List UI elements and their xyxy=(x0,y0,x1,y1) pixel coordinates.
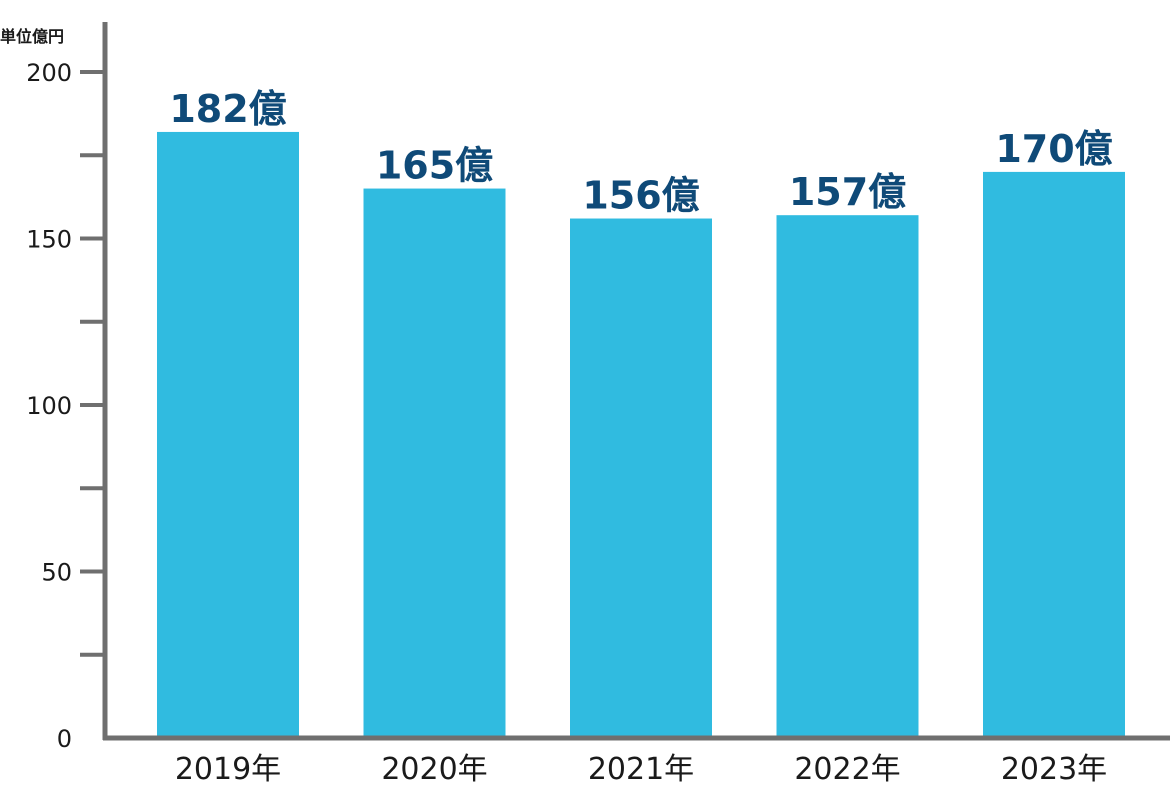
bar-3 xyxy=(570,218,712,738)
y-tick-label-150: 150 xyxy=(26,226,72,254)
bar-2 xyxy=(363,188,506,739)
y-tick-label-100: 100 xyxy=(26,392,72,420)
data-labels-layer: 182億 165億 156億 157億 170億 xyxy=(169,87,1112,218)
unit-label: 単位億円 xyxy=(0,27,64,46)
x-tick-label-4: 2022年 xyxy=(794,752,900,787)
axis-layer: 2019年 2020年 2021年 2022年 2023年 0 50 100 150 200 xyxy=(26,22,1170,787)
bar-5 xyxy=(983,171,1125,738)
y-tick-label-200: 200 xyxy=(26,59,72,87)
y-tick-label-50: 50 xyxy=(41,559,72,587)
y-tick-label-0: 0 xyxy=(57,725,72,753)
x-tick-label-1: 2019年 xyxy=(175,752,281,787)
data-label-4: 157億 xyxy=(789,170,906,214)
bar-1 xyxy=(157,131,299,738)
data-label-1: 182億 xyxy=(169,87,286,131)
x-tick-label-5: 2023年 xyxy=(1001,752,1107,787)
bars-layer xyxy=(157,131,1125,739)
bar-4 xyxy=(776,215,919,738)
data-label-5: 170億 xyxy=(995,127,1112,171)
data-label-3: 156億 xyxy=(582,174,699,218)
x-tick-label-2: 2020年 xyxy=(381,752,487,787)
data-label-2: 165億 xyxy=(376,144,493,188)
x-tick-label-3: 2021年 xyxy=(588,752,694,787)
